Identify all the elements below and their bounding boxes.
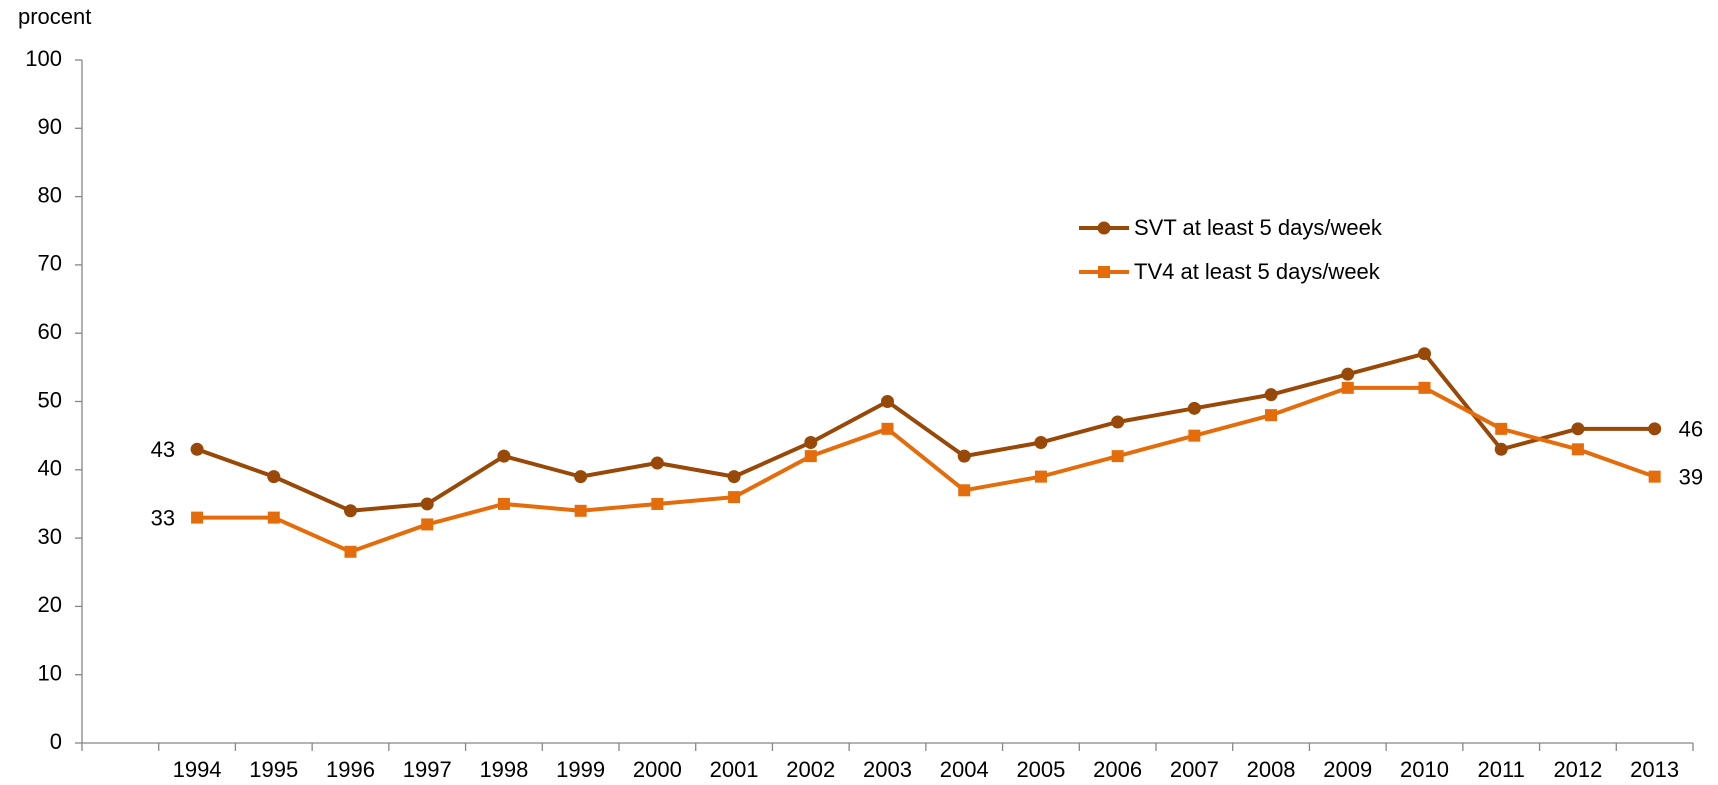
- data-label: 43: [151, 437, 175, 462]
- data-label: 39: [1679, 464, 1703, 489]
- marker: [421, 518, 434, 531]
- x-tick-label: 2013: [1630, 757, 1679, 782]
- marker: [344, 504, 357, 518]
- marker: [1648, 422, 1662, 436]
- y-tick-label: 50: [38, 387, 62, 412]
- legend-label: SVT at least 5 days/week: [1134, 215, 1383, 240]
- x-tick-label: 2000: [633, 757, 682, 782]
- marker: [1188, 429, 1201, 442]
- y-tick-label: 20: [38, 592, 62, 617]
- marker: [420, 497, 434, 511]
- marker: [804, 450, 817, 463]
- marker: [881, 395, 894, 408]
- x-tick-label: 2012: [1553, 757, 1602, 782]
- x-tick-label: 2006: [1093, 757, 1142, 782]
- data-label: 33: [151, 505, 175, 530]
- x-tick-label: 1999: [556, 757, 605, 782]
- marker: [574, 470, 588, 484]
- marker: [1111, 450, 1124, 463]
- marker: [267, 511, 280, 524]
- marker: [1418, 347, 1431, 361]
- x-tick-label: 1997: [403, 757, 452, 782]
- marker: [190, 442, 204, 456]
- x-tick-label: 2003: [863, 757, 912, 782]
- y-tick-label: 10: [38, 661, 62, 686]
- marker: [191, 511, 204, 524]
- marker: [1341, 381, 1354, 394]
- y-tick-label: 100: [25, 46, 62, 71]
- marker: [728, 491, 741, 504]
- y-tick-label: 80: [38, 182, 62, 207]
- marker: [1187, 401, 1201, 415]
- y-tick-label: 40: [38, 456, 62, 481]
- x-tick-label: 1995: [249, 757, 298, 782]
- marker: [727, 470, 741, 484]
- y-tick-label: 0: [50, 729, 62, 754]
- x-tick-label: 2011: [1478, 757, 1525, 782]
- series-line: [196, 351, 1655, 513]
- x-tick-label: 1998: [479, 757, 528, 782]
- x-tick-label: 1996: [326, 757, 375, 782]
- marker: [881, 422, 894, 435]
- marker: [344, 545, 357, 558]
- y-tick-label: 90: [38, 114, 62, 139]
- marker: [1648, 470, 1661, 483]
- marker: [1495, 422, 1508, 435]
- data-label: 46: [1679, 417, 1703, 442]
- marker: [1571, 422, 1585, 436]
- marker: [804, 435, 818, 449]
- marker: [1034, 435, 1048, 449]
- marker: [574, 504, 587, 517]
- x-tick-label: 2004: [940, 757, 989, 782]
- marker: [650, 456, 664, 470]
- marker: [1097, 221, 1111, 235]
- marker: [1418, 381, 1431, 394]
- series-line: [197, 385, 1656, 554]
- marker: [651, 497, 664, 510]
- marker: [1111, 415, 1125, 429]
- marker: [1098, 266, 1110, 278]
- x-tick-label: 2010: [1400, 757, 1449, 782]
- marker: [267, 470, 281, 484]
- x-tick-label: 2002: [786, 757, 835, 782]
- marker: [1494, 442, 1508, 456]
- x-tick-label: 2001: [710, 757, 759, 782]
- x-tick-label: 2009: [1323, 757, 1372, 782]
- marker: [958, 484, 971, 497]
- x-tick-label: 2005: [1016, 757, 1065, 782]
- x-tick-label: 1994: [173, 757, 222, 782]
- marker: [1264, 388, 1278, 402]
- x-tick-label: 2007: [1170, 757, 1219, 782]
- legend-label: TV4 at least 5 days/week: [1134, 259, 1381, 284]
- marker: [497, 497, 510, 510]
- x-tick-label: 2008: [1247, 757, 1296, 782]
- y-tick-label: 70: [38, 251, 62, 276]
- y-tick-label: 30: [38, 524, 62, 549]
- marker: [957, 449, 971, 463]
- marker: [1034, 470, 1047, 483]
- marker: [497, 449, 511, 463]
- y-axis-title: procent: [18, 4, 91, 29]
- marker: [1265, 409, 1278, 422]
- marker: [1571, 443, 1584, 456]
- y-tick-label: 60: [38, 319, 62, 344]
- marker: [1341, 367, 1355, 381]
